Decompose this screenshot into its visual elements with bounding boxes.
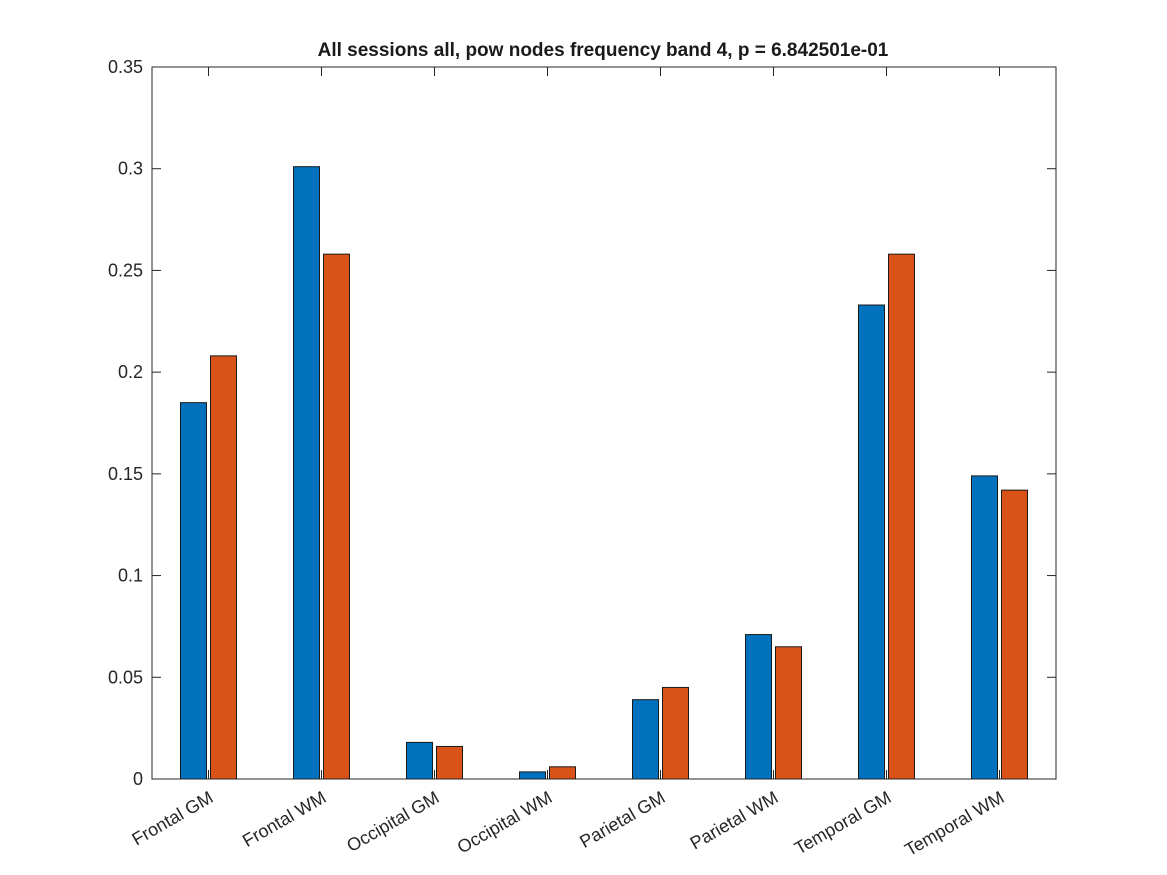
bar-series-1-occipital-gm xyxy=(406,741,433,780)
x-tick-label: Frontal GM xyxy=(129,787,217,849)
y-axis-ticks: 0 0.05 0.1 0.15 0.2 0.25 0.3 0.35 xyxy=(108,57,1056,789)
bar-series-1-parietal-wm xyxy=(745,634,772,780)
x-tick-label: Occipital GM xyxy=(343,787,442,856)
bar-series-2-temporal-gm xyxy=(888,253,915,780)
bar-series-2-occipital-wm xyxy=(549,766,576,780)
x-tick-label: Occipital WM xyxy=(454,787,556,857)
bar-series-2-frontal-gm xyxy=(210,355,237,780)
x-tick-label: Parietal WM xyxy=(687,787,782,853)
bar-series-2-parietal-wm xyxy=(775,646,802,780)
bar-series-1-temporal-wm xyxy=(971,475,998,780)
x-tick-label: Frontal WM xyxy=(239,787,330,851)
y-tick-label: 0.25 xyxy=(108,260,143,280)
y-tick-label: 0.3 xyxy=(118,159,143,179)
axes-layer xyxy=(151,66,1057,780)
plot-area-border xyxy=(151,66,1057,780)
y-tick-label: 0.05 xyxy=(108,667,143,687)
y-tick-label: 0.1 xyxy=(118,566,143,586)
x-tick-label: Temporal WM xyxy=(901,787,1007,860)
chart-title: All sessions all, pow nodes frequency ba… xyxy=(318,40,889,61)
y-tick-label: 0 xyxy=(133,769,143,789)
x-tick-label: Temporal GM xyxy=(791,787,895,858)
y-tick-label: 0.15 xyxy=(108,464,143,484)
y-tick-label: 0.2 xyxy=(118,362,143,382)
bar-series-2-temporal-wm xyxy=(1001,489,1028,780)
bar-series-1-occipital-wm xyxy=(519,771,546,780)
x-tick-label: Parietal GM xyxy=(576,787,668,852)
bar-series-1-frontal-wm xyxy=(293,166,320,780)
bar-series-1-frontal-gm xyxy=(180,402,207,780)
bar-series-2-frontal-wm xyxy=(323,253,350,780)
bar-series-2-parietal-gm xyxy=(662,686,689,780)
bar-series-1-temporal-gm xyxy=(858,304,885,780)
bar-series-1-parietal-gm xyxy=(632,699,659,780)
bars-layer xyxy=(180,166,1028,780)
y-tick-label: 0.35 xyxy=(108,57,143,77)
bar-series-2-occipital-gm xyxy=(436,745,463,780)
